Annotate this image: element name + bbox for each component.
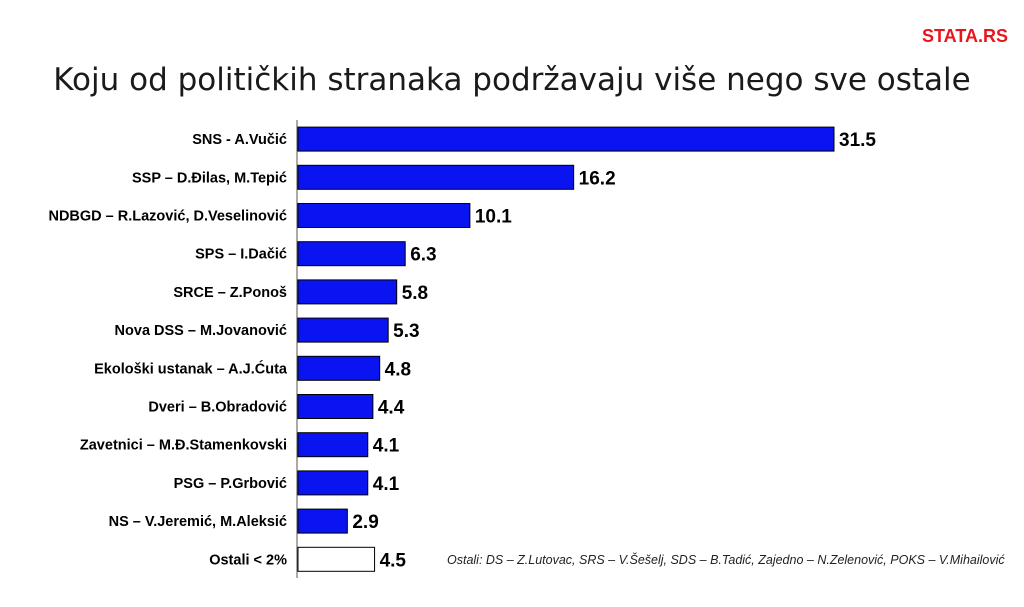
- category-label: Dveri – B.Obradović: [148, 400, 287, 416]
- bar: [297, 546, 376, 572]
- bar: [297, 126, 835, 152]
- category-label: NS – V.Jeremić, M.Aleksić: [109, 514, 287, 530]
- chart-title: Koju od političkih stranaka podržavaju v…: [53, 62, 971, 98]
- category-label: PSG – P.Grbović: [174, 476, 287, 492]
- value-label: 6.3: [410, 245, 436, 266]
- category-label: Ekološki ustanak – A.J.Ćuta: [94, 359, 288, 377]
- category-label: Zavetnici – M.Đ.Stamenkovski: [80, 438, 287, 454]
- bar: [297, 432, 369, 458]
- bar: [297, 317, 389, 343]
- bar: [297, 355, 381, 381]
- category-label: SSP – D.Đilas, M.Tepić: [132, 170, 287, 186]
- bar: [297, 241, 406, 267]
- bar: [297, 394, 374, 419]
- value-label: 5.8: [402, 283, 428, 304]
- bar: [297, 203, 471, 228]
- bar: [297, 279, 398, 305]
- value-label: 5.3: [393, 321, 419, 342]
- value-label: 31.5: [839, 130, 876, 151]
- brand-logo-text: STATA.RS: [922, 26, 1008, 46]
- value-label: 4.4: [378, 398, 405, 419]
- bar: [297, 508, 348, 534]
- value-label: 2.9: [352, 512, 378, 533]
- value-label: 4.5: [380, 550, 407, 571]
- value-label: 4.1: [373, 436, 400, 457]
- others-note: Ostali: DS – Z.Lutovac, SRS – V.Šešelj, …: [447, 553, 1005, 567]
- value-label: 4.1: [373, 474, 400, 495]
- bar: [297, 470, 369, 496]
- category-label: SNS - A.Vučić: [192, 132, 287, 148]
- category-label: Nova DSS – M.Jovanović: [115, 323, 287, 339]
- value-label: 10.1: [475, 207, 512, 228]
- value-label: 4.8: [385, 359, 411, 380]
- bar: [297, 164, 575, 190]
- category-label: SPS – I.Dačić: [195, 247, 287, 263]
- category-label: SRCE – Z.Ponoš: [173, 285, 287, 301]
- category-label: NDBGD – R.Lazović, D.Veselinović: [48, 209, 287, 225]
- category-label: Ostali < 2%: [209, 552, 287, 568]
- value-label: 16.2: [579, 168, 616, 189]
